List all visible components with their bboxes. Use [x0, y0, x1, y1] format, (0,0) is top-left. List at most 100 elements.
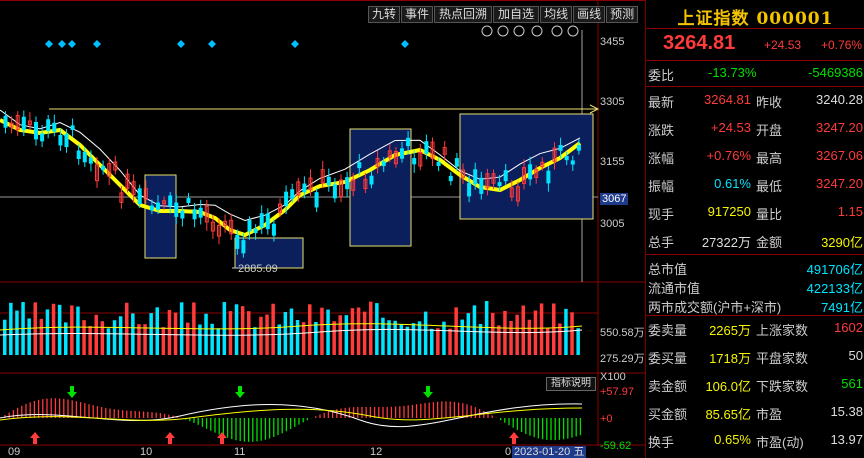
volume-bar: [155, 307, 159, 355]
quote-label: 昨收: [756, 95, 783, 110]
quote-value: +0.76%: [706, 148, 751, 163]
indicator-help-button[interactable]: 指标说明: [546, 377, 596, 391]
volume-bar: [51, 303, 56, 355]
volume-bar: [423, 311, 428, 355]
volume-bar: [228, 311, 233, 355]
draw-line-button[interactable]: 画线: [573, 6, 606, 23]
volume-bar: [472, 305, 477, 355]
event-diamond-icon: [93, 40, 101, 48]
candle-body: [125, 173, 130, 189]
candle-body: [217, 224, 221, 237]
candle-body: [503, 170, 508, 182]
quote-row: 卖金额 106.0亿 下跌家数 561: [646, 373, 864, 395]
candle-body: [131, 181, 136, 196]
candle-body: [509, 187, 514, 198]
quote-label: 量比: [756, 207, 783, 222]
volume-bar: [326, 309, 330, 355]
quote-label: 涨跌: [648, 123, 675, 138]
volume-bar: [399, 324, 403, 355]
market-row: 总市值 491706亿: [646, 256, 864, 278]
market-label: 流通市值: [648, 281, 701, 296]
candle-body: [497, 182, 502, 187]
candle-body: [357, 162, 362, 169]
volume-bar: [143, 324, 147, 355]
candle-body: [369, 175, 374, 185]
quote-value: 85.65亿: [705, 407, 751, 422]
quote-value: 0.65%: [714, 432, 751, 447]
volume-bar: [356, 307, 361, 355]
candle-body: [174, 202, 179, 217]
quote-row: 总手 27322万 金额 3290亿: [646, 229, 864, 251]
quote-value: 50: [848, 348, 863, 363]
candle-body: [192, 209, 197, 220]
volume-bar: [564, 308, 568, 355]
candle-body: [412, 158, 417, 165]
event-diamond-icon: [68, 40, 76, 48]
candle-body: [436, 161, 441, 167]
events-button[interactable]: 事件: [401, 6, 434, 23]
volume-bar: [521, 305, 525, 355]
quote-value: 27322万: [701, 235, 751, 250]
forecast-button[interactable]: 预测: [606, 6, 639, 23]
volume-bar: [259, 316, 263, 355]
market-row: 流通市值 422133亿: [646, 275, 864, 297]
candle-body: [3, 115, 8, 128]
add-favorite-button[interactable]: 加自选: [493, 6, 540, 23]
candle-body: [473, 169, 478, 185]
candle-body: [381, 161, 386, 167]
plus-icon: [567, 25, 579, 37]
volume-bar: [100, 321, 105, 355]
hotspot-review-button[interactable]: 热点回溯: [434, 6, 493, 23]
hand-icon: [497, 25, 509, 37]
volume-bar: [381, 317, 385, 355]
candle-body: [265, 213, 270, 230]
candle-body: [88, 157, 93, 164]
price-axis-label: 3455: [600, 36, 625, 48]
event-diamond-icon: [177, 40, 185, 48]
volume-bar: [15, 310, 19, 355]
candle-body: [387, 150, 392, 158]
candle-body: [564, 156, 569, 161]
market-value: 7491亿: [821, 300, 863, 315]
volume-bar: [484, 301, 489, 355]
candle-body: [448, 175, 453, 182]
quote-label: 最低: [756, 179, 783, 194]
volume-bar: [70, 305, 74, 355]
candle-body: [149, 205, 154, 211]
volume-bar: [186, 322, 190, 355]
candle-body: [241, 240, 246, 254]
jiuzhuan-button[interactable]: 九转: [368, 6, 401, 23]
candle-body: [522, 167, 526, 184]
candle-body: [58, 134, 63, 146]
minus-icon: [551, 25, 563, 37]
candle-body: [52, 122, 57, 132]
price-axis-label: 3305: [600, 96, 625, 108]
candle-body: [552, 147, 557, 162]
x-axis-label: 10: [140, 446, 153, 458]
volume-bar: [539, 303, 544, 355]
volume-bar: [570, 312, 574, 355]
candle-body: [491, 173, 496, 184]
candle-body: [576, 145, 581, 151]
quote-value: +24.53: [710, 120, 751, 135]
moving-average-button[interactable]: 均线: [540, 6, 573, 23]
candle-body: [46, 119, 51, 131]
volume-bar: [393, 320, 397, 355]
quote-row: 委卖量 2265万 上涨家数 1602: [646, 317, 864, 339]
volume-bar: [552, 303, 556, 355]
price-axis-label: 3005: [600, 218, 625, 230]
candle-body: [235, 234, 240, 249]
current-price-tag: 3067: [600, 193, 629, 205]
candle-body: [351, 179, 356, 191]
volume-bar: [216, 328, 220, 355]
event-diamond-icon: [58, 40, 66, 48]
quote-value: 561: [841, 376, 863, 391]
volume-ma-line: [0, 328, 583, 336]
volume-bar: [76, 306, 80, 355]
quote-row: 振幅 0.61% 最低 3247.20: [646, 173, 864, 195]
candle-body: [278, 203, 282, 214]
volume-bar: [240, 306, 245, 355]
candle-body: [70, 125, 75, 131]
candle-body: [375, 158, 380, 167]
